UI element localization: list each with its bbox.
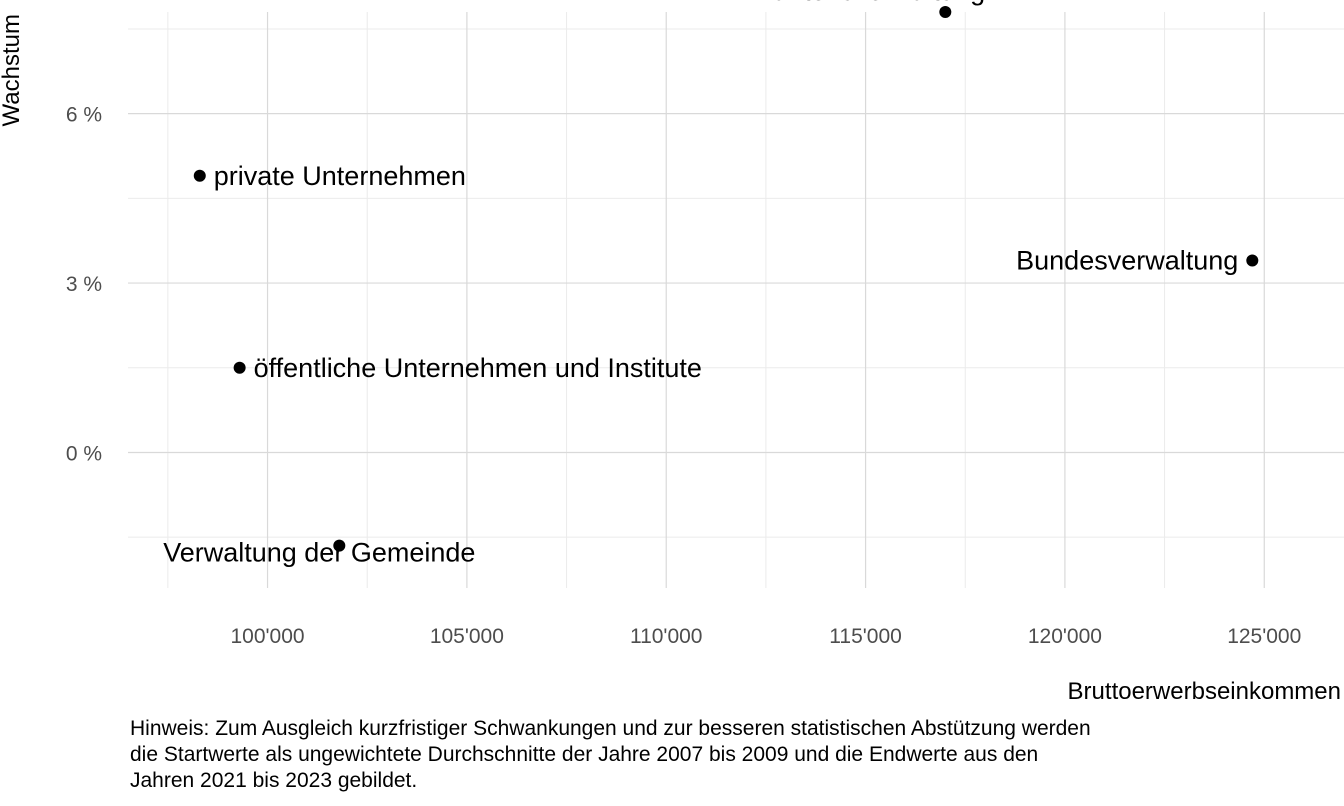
y-axis-label: Wachstum xyxy=(0,14,25,126)
x-tick-label: 100'000 xyxy=(230,625,304,648)
minor-gridlines xyxy=(128,12,1344,588)
footnote: Hinweis: Zum Ausgleich kurzfristiger Sch… xyxy=(130,716,1250,794)
footnote-line-1: Hinweis: Zum Ausgleich kurzfristiger Sch… xyxy=(130,717,1091,740)
point-label: Kantonsverwaltung xyxy=(755,0,985,6)
x-tick-label: 105'000 xyxy=(430,625,504,648)
data-point xyxy=(233,361,246,374)
x-tick-label: 125'000 xyxy=(1227,625,1301,648)
data-points xyxy=(193,6,1259,552)
x-tick-label: 110'000 xyxy=(630,625,703,648)
data-point xyxy=(193,169,206,182)
point-label: öffentliche Unternehmen und Institute xyxy=(254,353,702,383)
y-axis-tick-labels: 0 % 3 % 6 % xyxy=(66,104,102,466)
data-point xyxy=(333,539,346,552)
x-tick-label: 115'000 xyxy=(829,625,902,648)
y-tick-label: 3 % xyxy=(66,273,102,296)
point-labels: übriger StaatssektorKantonsverwaltungpri… xyxy=(163,0,1238,568)
x-tick-label: 120'000 xyxy=(1028,625,1102,648)
footnote-line-3: Jahren 2021 bis 2023 gebildet. xyxy=(130,769,418,792)
y-tick-label: 0 % xyxy=(66,442,102,465)
point-label: Bundesverwaltung xyxy=(1016,245,1238,275)
footnote-line-2: die Startwerte als ungewichtete Durchsch… xyxy=(130,743,1039,766)
data-point xyxy=(1246,254,1259,267)
point-label: Verwaltung der Gemeinde xyxy=(163,538,475,568)
data-point xyxy=(939,6,952,18)
major-gridlines xyxy=(128,12,1344,588)
x-axis-label: Bruttoerwerbseinkommen xyxy=(1068,678,1341,705)
y-tick-label: 6 % xyxy=(66,104,102,127)
point-label: private Unternehmen xyxy=(214,161,466,191)
x-axis-tick-labels: 100'000 105'000 110'000 115'000 120'000 125'0… xyxy=(230,625,1301,648)
